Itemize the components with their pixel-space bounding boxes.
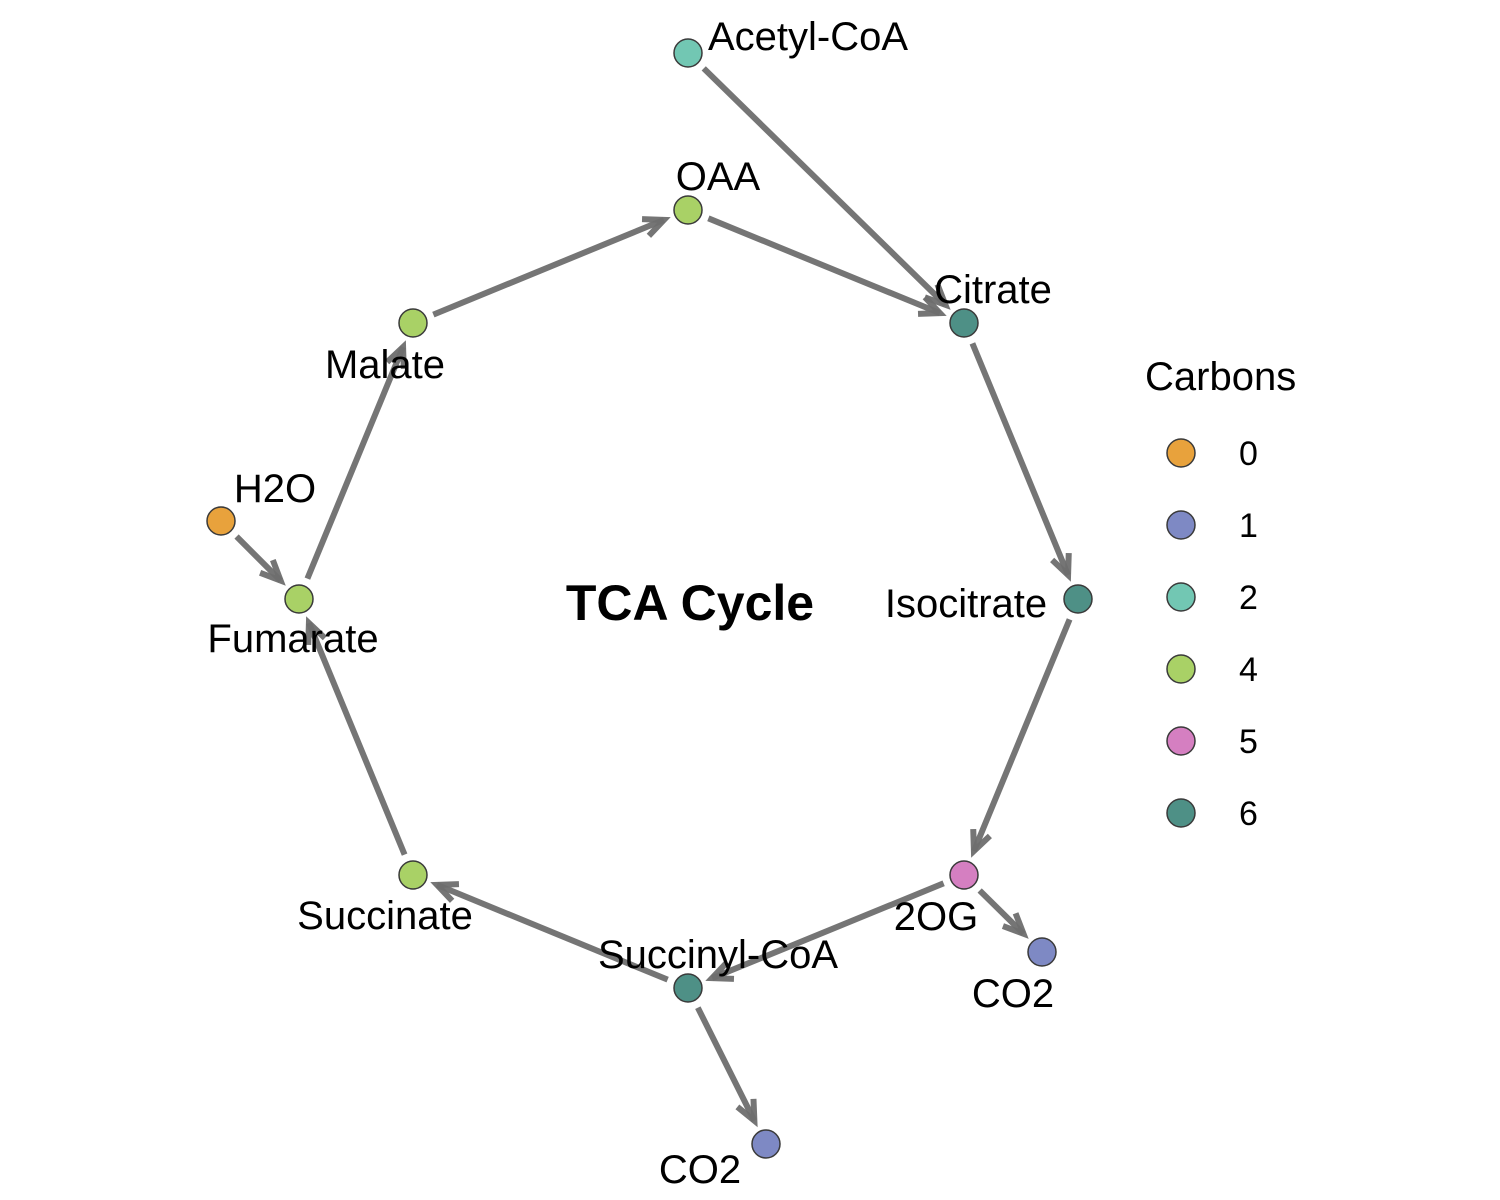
node-fumarate xyxy=(284,584,314,614)
edge-arrowhead xyxy=(430,881,460,903)
edge-malate-to-oaa xyxy=(432,216,671,318)
node-label-fumarate: Fumarate xyxy=(207,617,378,661)
node-label-acetylcoa: Acetyl-CoA xyxy=(708,15,908,59)
node-succinylcoa xyxy=(673,973,703,1003)
node-label-succinate: Succinate xyxy=(297,894,473,938)
edge-oaa-to-citrate xyxy=(707,215,947,317)
legend-swatch xyxy=(1166,582,1196,612)
edge-line xyxy=(710,880,945,981)
edge-arrowhead xyxy=(305,616,327,646)
edge-fumarate-to-malate xyxy=(304,340,407,580)
node-h2o xyxy=(206,506,236,536)
legend-swatch xyxy=(1166,654,1196,684)
edge-line xyxy=(304,345,406,580)
edge-line xyxy=(306,621,408,856)
edge-citrate-to-isocitrate xyxy=(969,342,1072,582)
legend-label: 4 xyxy=(1239,651,1258,689)
edge-2og-to-succinylcoa xyxy=(705,880,945,982)
edge-arrowhead xyxy=(1001,912,1029,939)
edge-arrowhead xyxy=(923,283,951,310)
edge-arrowhead xyxy=(735,1098,758,1128)
legend-label: 1 xyxy=(1239,507,1258,545)
edge-arrowhead xyxy=(259,559,286,586)
node-label-citrate: Citrate xyxy=(934,268,1052,312)
nodes-layer xyxy=(206,38,1093,1159)
edge-h2o-to-fumarate xyxy=(234,534,286,586)
legend-items: 0 1 2 4 5 6 xyxy=(1166,435,1258,833)
edge-acetylcoa-to-citrate xyxy=(701,66,951,310)
node-label-2og: 2OG xyxy=(894,895,978,939)
edge-line xyxy=(435,882,669,983)
edge-arrowhead xyxy=(917,295,947,317)
edge-succinylcoa-to-succinate xyxy=(430,881,669,983)
edge-arrowhead xyxy=(385,340,407,370)
node-2og xyxy=(949,860,979,890)
node-acetylcoa xyxy=(673,38,703,68)
edge-line xyxy=(695,1006,758,1123)
edge-arrowhead xyxy=(641,216,671,238)
node-co2b xyxy=(751,1129,781,1159)
edge-arrowhead xyxy=(1050,552,1072,582)
labels-layer: Acetyl-CoA OAA Citrate Isocitrate 2OG CO2 Succ… xyxy=(207,15,1054,1192)
edge-line xyxy=(977,888,1026,936)
legend-swatch xyxy=(1166,726,1196,756)
edge-line xyxy=(701,66,948,307)
legend: Carbons 0 1 2 4 5 6 xyxy=(1145,355,1296,833)
edge-2og-to-co2a xyxy=(977,888,1029,939)
node-label-oaa: OAA xyxy=(676,155,761,199)
node-malate xyxy=(398,308,428,338)
node-label-h2o: H2O xyxy=(234,467,316,511)
node-isocitrate xyxy=(1063,584,1093,614)
node-label-co2a: CO2 xyxy=(972,972,1054,1016)
edge-line xyxy=(432,217,666,318)
node-label-isocitrate: Isocitrate xyxy=(885,582,1047,626)
node-citrate xyxy=(949,308,979,338)
legend-item-1: 1 xyxy=(1166,507,1258,545)
node-label-malate: Malate xyxy=(325,343,445,387)
diagram-title: TCA Cycle xyxy=(566,575,814,631)
edge-succinate-to-fumarate xyxy=(305,616,408,856)
node-label-succinylcoa: Succinyl-CoA xyxy=(598,933,838,977)
legend-item-6: 6 xyxy=(1166,795,1258,833)
edges-layer xyxy=(234,66,1073,1128)
legend-swatch xyxy=(1166,510,1196,540)
edge-arrowhead xyxy=(970,828,992,858)
legend-title: Carbons xyxy=(1145,355,1296,399)
edge-line xyxy=(707,215,942,316)
node-succinate xyxy=(398,860,428,890)
legend-item-2: 2 xyxy=(1166,579,1258,617)
edge-arrowhead xyxy=(705,960,735,982)
edge-line xyxy=(234,534,283,583)
legend-label: 5 xyxy=(1239,723,1258,761)
edge-line xyxy=(971,618,1073,853)
edge-succinylcoa-to-co2b xyxy=(695,1006,758,1128)
legend-label: 0 xyxy=(1239,435,1258,473)
edge-isocitrate-to-2og xyxy=(970,618,1073,858)
legend-swatch xyxy=(1166,438,1196,468)
legend-swatch xyxy=(1166,798,1196,828)
legend-item-5: 5 xyxy=(1166,723,1258,761)
legend-item-0: 0 xyxy=(1166,435,1258,473)
legend-item-4: 4 xyxy=(1166,651,1258,689)
legend-label: 6 xyxy=(1239,795,1258,833)
node-oaa xyxy=(673,195,703,225)
edge-line xyxy=(969,342,1071,577)
node-label-co2b: CO2 xyxy=(659,1148,741,1192)
node-co2a xyxy=(1027,937,1057,967)
legend-label: 2 xyxy=(1239,579,1258,617)
